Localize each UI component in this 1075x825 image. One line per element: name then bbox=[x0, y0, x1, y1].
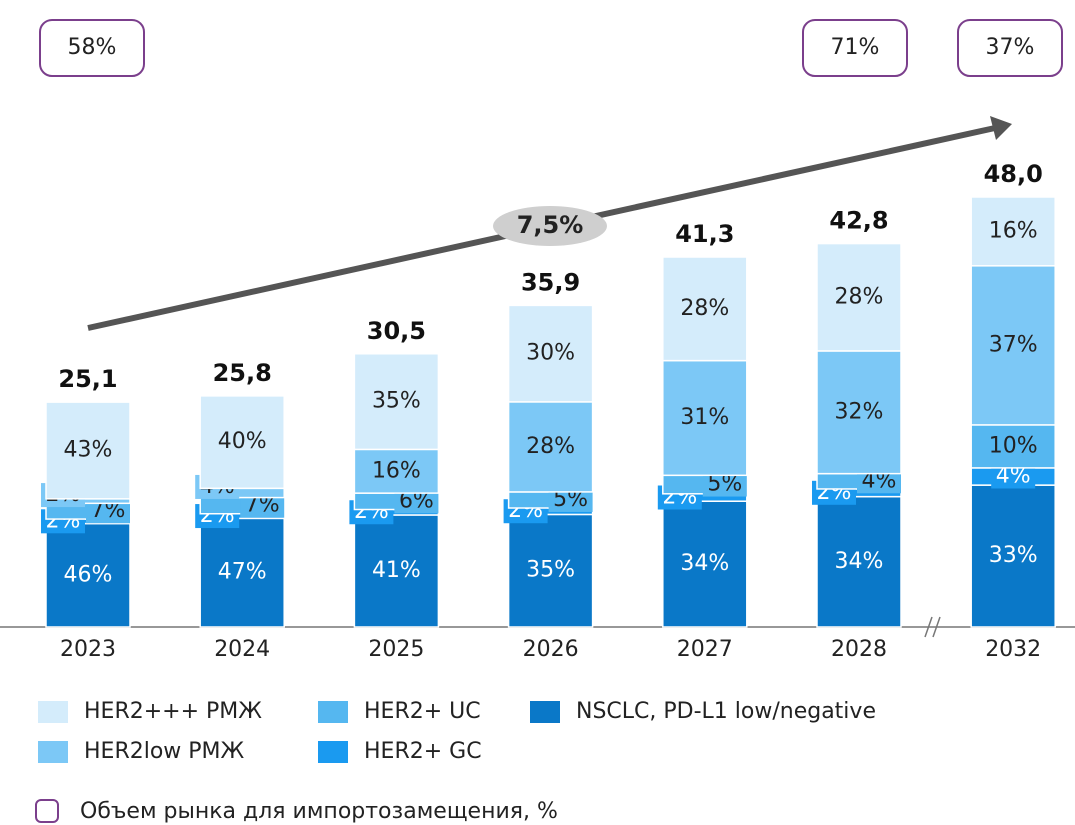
segment-label: 30% bbox=[526, 341, 575, 366]
bar-segment bbox=[353, 353, 440, 451]
bar-segment bbox=[816, 495, 902, 628]
legend-label: Объем рынка для импортозамещения, % bbox=[80, 799, 558, 824]
x-tick-label: 2024 bbox=[214, 637, 270, 662]
legend-label: HER2+ GC bbox=[364, 739, 482, 764]
bar-segment bbox=[45, 401, 131, 500]
bar-segment bbox=[199, 395, 285, 490]
bar-segment bbox=[970, 265, 1056, 426]
total-label: 25,1 bbox=[58, 365, 117, 393]
legend-label: NSCLC, PD-L1 low/negative bbox=[576, 699, 876, 724]
legend-swatch bbox=[38, 741, 68, 763]
bar-segment bbox=[662, 500, 748, 628]
bar-segment bbox=[45, 522, 131, 628]
legend-swatch bbox=[318, 741, 348, 763]
x-tick-label: 2025 bbox=[368, 637, 424, 662]
segment-label: 28% bbox=[835, 284, 884, 309]
segment-label: 46% bbox=[64, 562, 113, 587]
cagr-label: 7,5% bbox=[517, 211, 584, 239]
legend-swatch bbox=[318, 701, 348, 723]
segment-label: 10% bbox=[989, 433, 1038, 458]
bar-segment bbox=[970, 484, 1056, 628]
total-label: 25,8 bbox=[213, 359, 272, 387]
import-box bbox=[957, 19, 1063, 77]
bar-segment bbox=[507, 513, 594, 628]
label-bg bbox=[702, 472, 747, 497]
segment-label: 32% bbox=[835, 399, 884, 424]
import-label: 58% bbox=[68, 35, 117, 60]
axis-break bbox=[932, 616, 941, 638]
label-bg bbox=[86, 499, 130, 524]
bar-segment bbox=[816, 242, 902, 352]
total-label: 41,3 bbox=[675, 220, 734, 248]
total-label: 48,0 bbox=[984, 160, 1043, 188]
bar-segment bbox=[507, 304, 594, 403]
legend-swatch bbox=[530, 701, 560, 723]
x-tick-label: 2027 bbox=[677, 637, 733, 662]
bar-segment bbox=[662, 256, 748, 362]
segment-label: 47% bbox=[218, 560, 267, 585]
bar-segment bbox=[199, 517, 285, 628]
segment-label: 43% bbox=[64, 437, 113, 462]
import-box bbox=[802, 19, 908, 77]
bar-segment bbox=[970, 424, 1056, 469]
segment-label: 16% bbox=[372, 458, 421, 483]
legend-label: HER2+ UC bbox=[364, 699, 481, 724]
axis-break bbox=[924, 616, 933, 638]
total-label: 30,5 bbox=[367, 317, 426, 345]
x-tick-label: 2032 bbox=[985, 637, 1041, 662]
bar-segment bbox=[816, 350, 902, 475]
bar-segment bbox=[353, 514, 440, 628]
import-label: 37% bbox=[986, 35, 1035, 60]
legend-swatch bbox=[38, 701, 68, 723]
bar-segment bbox=[507, 401, 594, 493]
segment-label: 34% bbox=[680, 551, 729, 576]
segment-label: 33% bbox=[989, 543, 1038, 568]
segment-label: 16% bbox=[989, 218, 1038, 243]
import-label: 71% bbox=[831, 35, 880, 60]
legend-swatch bbox=[35, 799, 59, 823]
bar-segment bbox=[970, 196, 1056, 267]
legend-label: HER2low РМЖ bbox=[84, 739, 245, 764]
legend-label: HER2+++ РМЖ bbox=[84, 699, 262, 724]
segment-label: 34% bbox=[835, 549, 884, 574]
x-tick-label: 2023 bbox=[60, 637, 116, 662]
import-box bbox=[39, 19, 145, 77]
x-tick-label: 2028 bbox=[831, 637, 887, 662]
segment-label: 28% bbox=[680, 296, 729, 321]
segment-label: 40% bbox=[218, 429, 267, 454]
x-tick-label: 2026 bbox=[523, 637, 579, 662]
segment-label: 37% bbox=[989, 332, 1038, 357]
segment-label: 35% bbox=[526, 558, 575, 583]
segment-label: 31% bbox=[680, 405, 729, 430]
total-label: 35,9 bbox=[521, 268, 580, 296]
arrow-head bbox=[990, 116, 1012, 140]
segment-label: 35% bbox=[372, 389, 421, 414]
segment-label: 28% bbox=[526, 434, 575, 459]
segment-label: 41% bbox=[372, 558, 421, 583]
cagr-badge bbox=[493, 206, 607, 246]
total-label: 42,8 bbox=[829, 207, 888, 235]
